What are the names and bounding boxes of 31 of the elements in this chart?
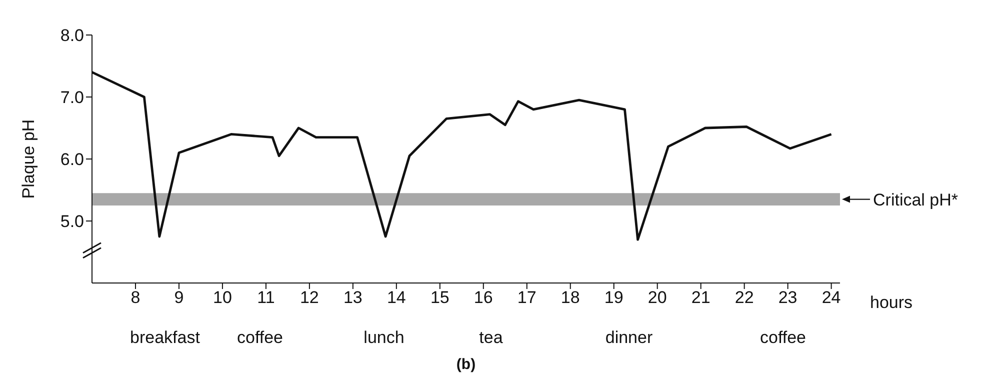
y-tick-label: 7.0 — [60, 88, 84, 108]
text: breakfast — [130, 328, 200, 347]
y-tick-label: 8.0 — [60, 26, 84, 46]
x-tick-label: 22 — [734, 288, 754, 308]
text: dinner — [605, 328, 653, 347]
text: lunch — [364, 328, 404, 347]
band-label: Critical pH* — [873, 190, 958, 210]
text: tea — [479, 328, 504, 347]
x-tick-label: 9 — [174, 288, 184, 308]
x-tick-label: 8 — [130, 288, 140, 308]
x-tick-label: 10 — [213, 288, 232, 308]
y-axis-title: Plaque pH — [19, 119, 38, 199]
text: coffee — [760, 328, 806, 347]
x-tick-label: 17 — [517, 288, 536, 308]
x-tick-label: 15 — [430, 288, 450, 308]
x-tick-label: 23 — [778, 288, 798, 308]
text: (b) — [456, 356, 476, 373]
x-tick-label: 16 — [474, 288, 493, 308]
x-tick-label: 13 — [343, 288, 362, 308]
x-tick-label: 18 — [560, 288, 580, 308]
x-axis-title: hours — [870, 293, 913, 312]
x-tick-label: 14 — [386, 288, 406, 308]
x-tick-label: 21 — [691, 288, 710, 308]
x-tick-label: 11 — [257, 288, 275, 308]
x-tick-label: 24 — [822, 288, 841, 308]
text: coffee — [236, 328, 284, 347]
y-tick-label: 6.0 — [60, 150, 84, 170]
y-tick-label: 5.0 — [60, 212, 84, 232]
x-tick-label: 12 — [300, 288, 319, 308]
x-tick-label: 19 — [604, 288, 624, 308]
x-tick-label: 20 — [648, 288, 667, 308]
